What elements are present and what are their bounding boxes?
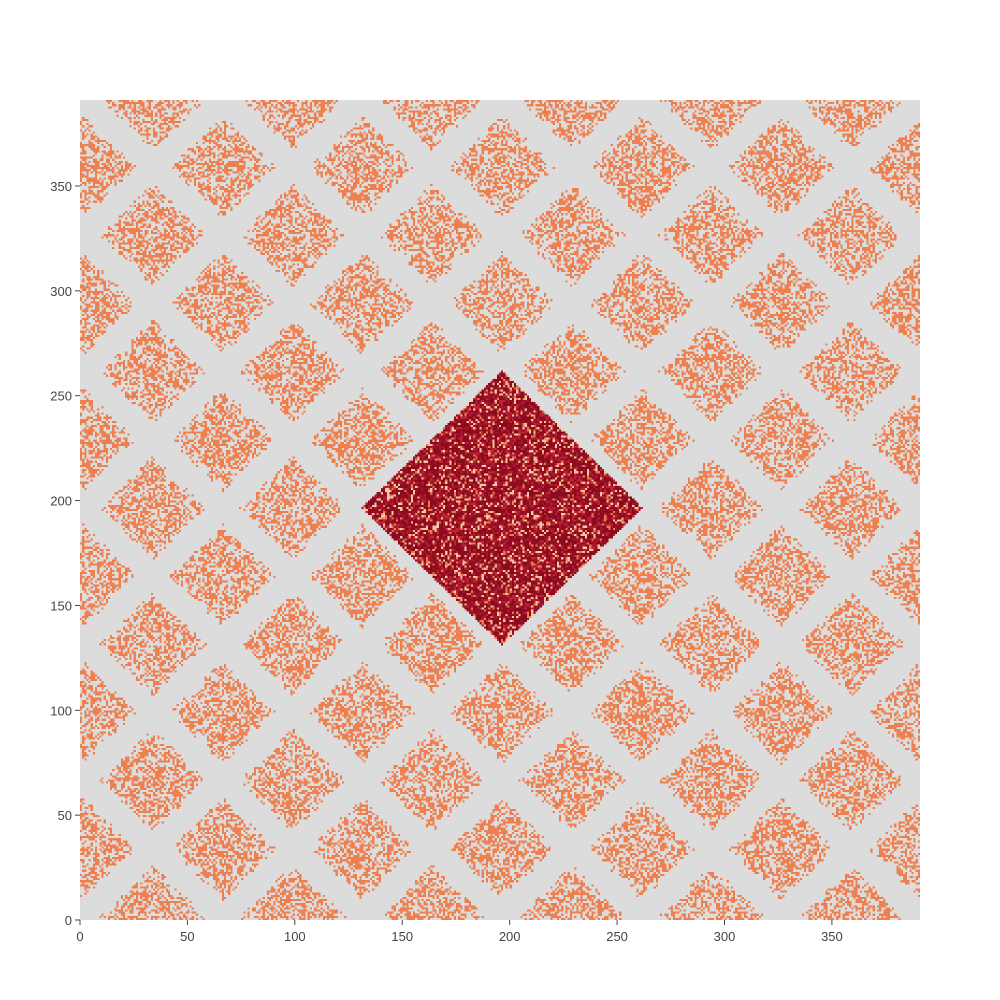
x-tick-label: 100 [284, 929, 306, 944]
x-tick-label: 300 [714, 929, 736, 944]
x-tick-label: 350 [821, 929, 843, 944]
x-tick-label: 200 [499, 929, 521, 944]
y-tick-label: 300 [50, 284, 72, 299]
heatmap-plot-area [80, 100, 920, 920]
x-tick-label: 50 [180, 929, 194, 944]
y-tick-label: 250 [50, 389, 72, 404]
x-tick-label: 150 [391, 929, 413, 944]
y-tick-label: 50 [58, 808, 72, 823]
y-tick-label: 350 [50, 179, 72, 194]
y-tick-label: 150 [50, 598, 72, 613]
x-tick-label: 250 [606, 929, 628, 944]
y-tick-label: 0 [65, 913, 72, 928]
y-tick-label: 100 [50, 703, 72, 718]
y-axis: 0 50 100 150 200 250 300 350 [50, 179, 80, 928]
x-tick-label: 0 [76, 929, 83, 944]
y-tick-label: 200 [50, 494, 72, 509]
x-axis: 0 50 100 150 200 250 300 350 [76, 920, 843, 944]
